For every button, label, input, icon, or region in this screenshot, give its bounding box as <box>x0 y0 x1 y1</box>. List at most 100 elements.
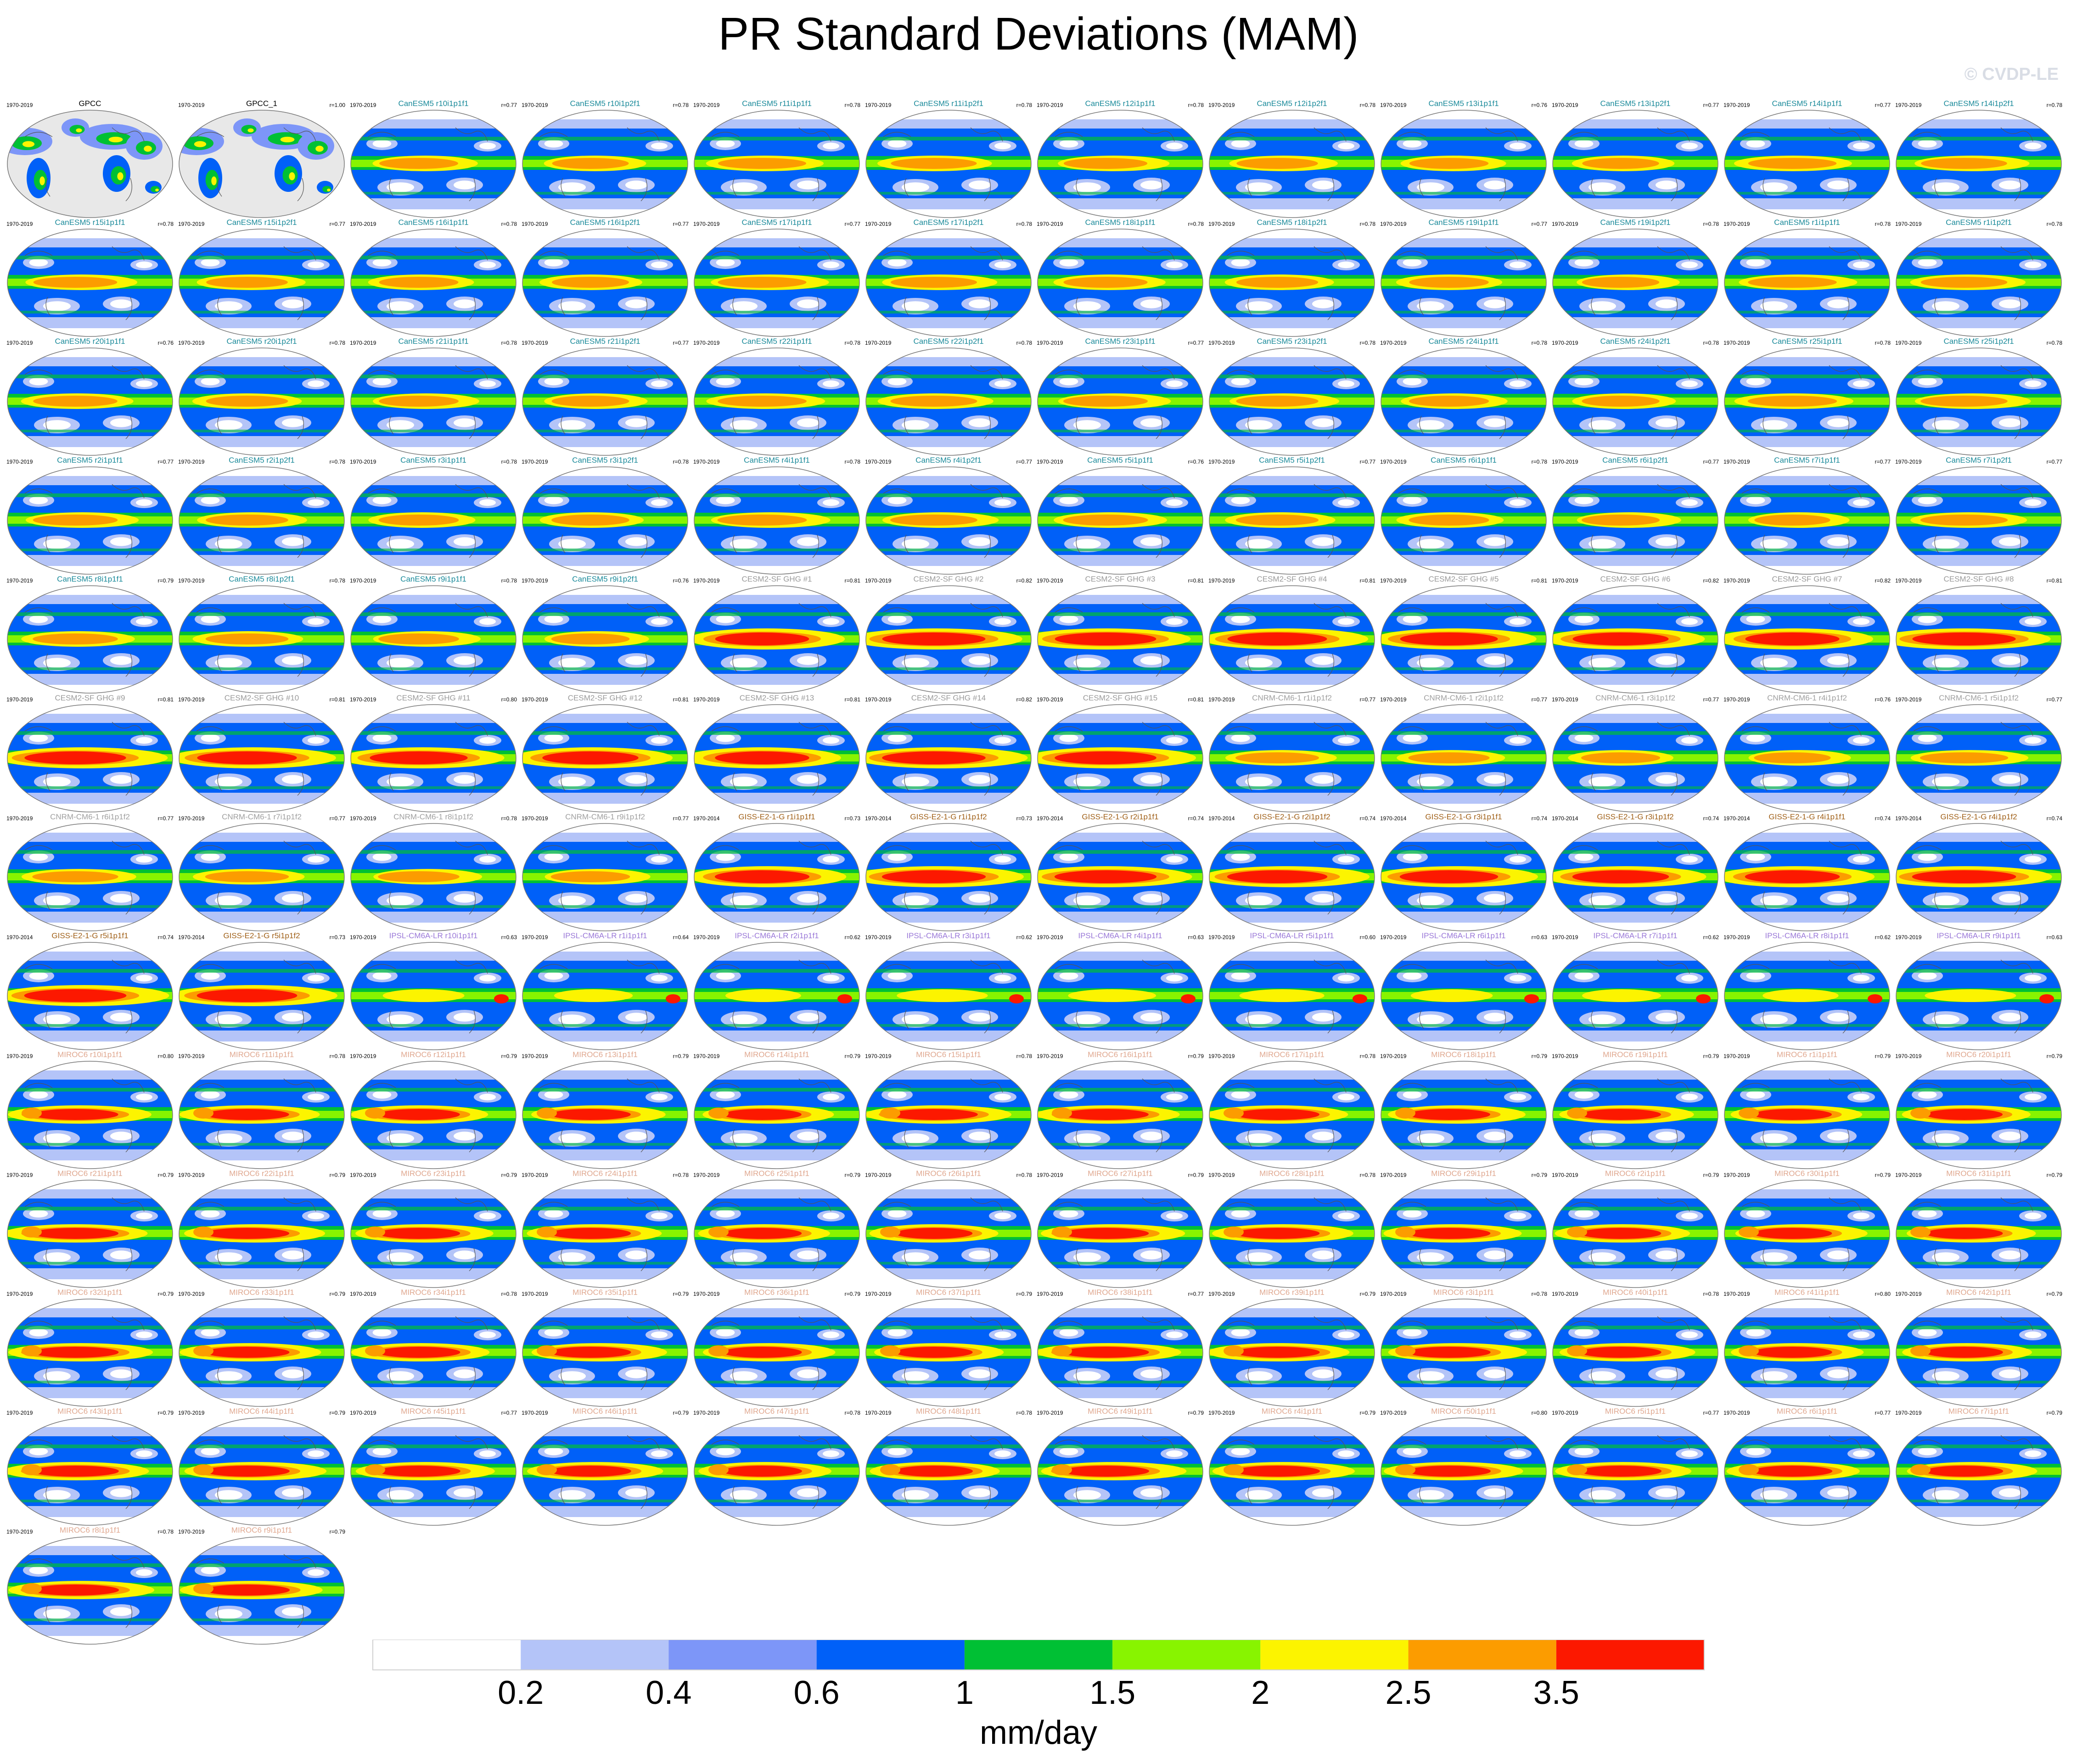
panel-title: MIROC6 r34i1p1f1 <box>401 1288 466 1297</box>
storm-track-north <box>874 1207 1023 1210</box>
panel-pattern-correlation: r=0.79 <box>844 1172 860 1178</box>
storm-track-south <box>1737 1381 1877 1383</box>
panel-title: MIROC6 r32i1p1f1 <box>57 1288 123 1297</box>
coastline <box>368 365 488 439</box>
panel-map <box>1037 1417 1203 1526</box>
map-panel: 1970-2019 CESM2-SF GHG #2 r=0.82 <box>863 575 1034 696</box>
dry-zone-core <box>1484 656 1506 665</box>
storm-track-south <box>1909 1262 2049 1265</box>
panel-period: 1970-2019 <box>6 815 33 822</box>
panel-period: 1970-2019 <box>6 459 33 465</box>
coastline <box>1570 603 1690 677</box>
panel-period: 1970-2019 <box>6 577 33 584</box>
field-arctic <box>1209 823 1375 833</box>
panel-map <box>522 1299 688 1407</box>
storm-track-north <box>874 1088 1023 1092</box>
storm-track-north <box>1046 1445 1195 1448</box>
pacific-anomaly-peak <box>197 751 297 764</box>
coastline <box>1055 840 1175 915</box>
panel-title: CESM2-SF GHG #9 <box>55 694 125 702</box>
panel-pattern-correlation: r=0.74 <box>1359 815 1375 822</box>
map-panel: 1970-2019 MIROC6 r34i1p1f1 r=0.78 <box>348 1288 519 1409</box>
map-panel: 1970-2019 CanESM5 r24i1p1f1 r=0.78 <box>1378 337 1549 458</box>
dry-zone-core <box>1140 537 1162 546</box>
panel-title: MIROC6 r28i1p1f1 <box>1259 1169 1325 1178</box>
panel-pattern-correlation: r=0.79 <box>501 1172 517 1178</box>
panel-title: CanESM5 r19i1p2f1 <box>1600 218 1671 227</box>
coastline <box>196 840 316 915</box>
coastline <box>1226 246 1347 320</box>
panel-map <box>7 823 173 931</box>
map-panel: 1970-2019 CanESM5 r6i1p1f1 r=0.78 <box>1378 456 1549 577</box>
regional-peak <box>1910 1345 1931 1356</box>
dry-zone-core <box>1932 658 1959 668</box>
panel-pattern-correlation: r=0.77 <box>1875 102 1891 108</box>
dry-zone-core <box>1073 1252 1101 1262</box>
field-antarctic <box>1724 804 1890 812</box>
storm-track-north <box>1733 969 1881 973</box>
pacific-anomaly-peak <box>32 1228 119 1239</box>
panel-map <box>1037 704 1203 812</box>
pacific-anomaly-peak <box>31 1585 119 1596</box>
colorbar-units: mm/day <box>979 1714 1098 1751</box>
panel-pattern-correlation: r=0.64 <box>673 934 689 941</box>
dry-zone-core <box>1059 1210 1078 1218</box>
panel-title: IPSL-CM6A-LR r7i1p1f1 <box>1593 931 1678 940</box>
dry-zone-core <box>454 656 476 665</box>
dry-zone-core <box>625 180 647 190</box>
panel-title: GISS-E2-1-G r3i1p1f1 <box>1425 812 1502 821</box>
dry-zone-core <box>1403 258 1422 267</box>
storm-track-south <box>707 1024 847 1027</box>
panel-pattern-correlation: r=0.79 <box>329 1529 345 1535</box>
storm-track-north <box>1904 612 2053 616</box>
field-antarctic <box>694 1042 859 1050</box>
panel-pattern-correlation: r=0.80 <box>1875 1291 1891 1297</box>
pacific-anomaly-peak <box>1745 633 1840 645</box>
storm-track-south <box>1909 311 2049 314</box>
dry-zone-core <box>1312 537 1334 546</box>
regional-peak <box>193 1464 213 1475</box>
dry-zone-core <box>387 1371 414 1381</box>
coastline <box>1226 840 1347 915</box>
dry-zone-core <box>1932 1371 1959 1381</box>
field-antarctic <box>866 209 1031 218</box>
panel-period: 1970-2019 <box>178 340 205 346</box>
field-antarctic <box>1553 328 1718 336</box>
panel-title: MIROC6 r10i1p1f1 <box>57 1050 123 1059</box>
map-panel: 1970-2019 MIROC6 r37i1p1f1 r=0.79 <box>863 1288 1034 1409</box>
panel-map <box>1381 110 1547 218</box>
storm-track-north <box>187 1445 336 1448</box>
panel-title: GISS-E2-1-G r2i1p1f1 <box>1082 812 1159 821</box>
field-arctic <box>1553 1418 1718 1427</box>
dry-zone-core <box>1656 1488 1678 1497</box>
panel-pattern-correlation: r=0.77 <box>501 102 517 108</box>
storm-track-north <box>359 969 508 973</box>
panel-map <box>522 1061 688 1169</box>
panel-map <box>7 229 173 337</box>
dry-zone-core <box>1245 539 1273 549</box>
panel-map <box>179 347 345 456</box>
panel-title: CanESM5 r3i1p2f1 <box>572 456 638 465</box>
storm-track-south <box>364 1262 503 1265</box>
map-panel: 1970-2019 CNRM-CM6-1 r4i1p1f2 r=0.76 <box>1722 694 1892 815</box>
field-antarctic <box>694 1279 859 1288</box>
pacific-anomaly <box>897 989 988 1002</box>
panel-title: GISS-E2-1-G r4i1p1f2 <box>1940 812 2017 821</box>
field-antarctic <box>7 923 173 931</box>
field-antarctic <box>1038 923 1203 931</box>
storm-track-south <box>364 1500 503 1502</box>
storm-track-north <box>187 1326 336 1329</box>
dry-zone-core <box>544 972 563 980</box>
panel-pattern-correlation: r=0.80 <box>157 1053 174 1059</box>
storm-track-north <box>1561 375 1710 378</box>
field-antarctic <box>7 328 173 336</box>
panel-pattern-correlation: r=0.62 <box>1016 934 1032 941</box>
storm-track-north <box>702 969 851 973</box>
coastline <box>24 365 145 439</box>
storm-track-south <box>1737 905 1877 908</box>
panel-pattern-correlation: r=0.79 <box>2046 1291 2062 1297</box>
dry-zone-core <box>1140 1013 1162 1022</box>
map-outline <box>694 823 860 931</box>
panel-pattern-correlation: r=0.81 <box>673 696 689 703</box>
field-antarctic <box>1209 804 1375 812</box>
